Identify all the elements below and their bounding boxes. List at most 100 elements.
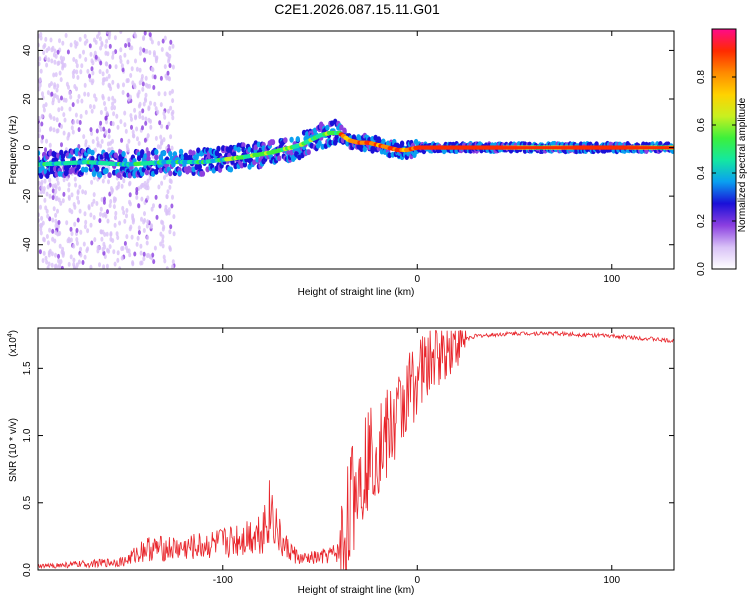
noise-cell [60, 142, 63, 148]
band-cell [216, 145, 221, 152]
noise-cell [73, 176, 77, 182]
noise-cell [163, 64, 167, 70]
noise-cell [76, 189, 80, 195]
noise-cell [139, 46, 143, 52]
noise-cell [128, 180, 132, 186]
spectrogram-x-label: Height of straight line (km) [298, 287, 415, 298]
noise-cell [123, 241, 127, 246]
noise-cell [170, 145, 174, 151]
colorbar-frame [711, 28, 737, 270]
noise-cell [42, 44, 46, 50]
snr-marks [38, 330, 675, 570]
x-tick-label: -100 [213, 274, 233, 285]
noise-cell [171, 98, 175, 104]
band-cell [154, 149, 159, 155]
noise-cell [72, 68, 76, 74]
noise-cell [144, 82, 148, 88]
noise-cell [115, 185, 119, 191]
noise-cell [143, 180, 147, 186]
noise-cell [38, 133, 41, 139]
noise-cell [68, 207, 72, 213]
noise-cell [161, 38, 165, 44]
noise-cell [84, 190, 87, 196]
noise-cell [158, 144, 162, 150]
noise-cell [81, 189, 85, 195]
noise-cell [125, 234, 129, 240]
noise-cell [154, 106, 158, 112]
noise-cell [128, 252, 132, 258]
noise-cell [57, 197, 61, 203]
noise-cell [84, 109, 88, 115]
noise-cell [58, 38, 61, 44]
noise-cell [148, 254, 152, 260]
noise-cell [104, 130, 108, 136]
band-cell [325, 124, 330, 131]
noise-cell [111, 101, 115, 107]
noise-cell [141, 81, 145, 87]
noise-cell [142, 228, 146, 233]
snr-axes: -100 0 100 0.0 0.5 1.0 1.5 [22, 328, 674, 586]
band-cell [140, 149, 145, 156]
noise-cell [112, 249, 116, 255]
noise-cell [154, 135, 158, 141]
noise-cell [169, 224, 173, 230]
noise-cell [70, 192, 74, 198]
noise-cell [60, 95, 63, 101]
noise-cell [89, 212, 93, 218]
noise-cell [106, 141, 110, 147]
x-tick-label: -100 [213, 575, 233, 586]
noise-cell [170, 203, 174, 209]
noise-cell [41, 258, 45, 264]
noise-cell [70, 125, 74, 131]
noise-cell [158, 120, 162, 126]
noise-cell [127, 42, 131, 48]
noise-cell [61, 198, 65, 204]
noise-cell [40, 138, 44, 144]
noise-cell [48, 83, 51, 88]
x-tick-label: 100 [603, 274, 620, 285]
noise-cell [116, 235, 120, 241]
noise-cell [78, 208, 82, 214]
noise-cell [42, 103, 46, 109]
noise-cell [67, 194, 71, 200]
noise-cell [54, 252, 57, 258]
noise-cell [100, 40, 104, 46]
noise-cell [120, 183, 124, 189]
noise-cell [91, 70, 95, 76]
snr-y-label: SNR (10 * v/v) [8, 418, 19, 482]
noise-cell [110, 105, 114, 111]
noise-cell [60, 124, 63, 129]
noise-cell [126, 92, 130, 98]
noise-cell [113, 222, 117, 228]
noise-cell [90, 108, 94, 114]
snr-frame [37, 327, 675, 571]
noise-cell [79, 69, 83, 75]
band-cell [76, 163, 81, 170]
noise-cell [72, 119, 76, 125]
noise-cell [73, 40, 77, 45]
noise-cell [123, 52, 127, 58]
noise-cell [122, 178, 126, 184]
noise-cell [144, 120, 148, 126]
noise-cell [166, 70, 170, 76]
noise-cell [111, 138, 114, 144]
noise-cell [74, 112, 78, 118]
noise-cell [137, 203, 141, 209]
band-cell [168, 170, 173, 177]
noise-cell [111, 238, 115, 244]
noise-cell [83, 211, 87, 217]
noise-cell [171, 194, 174, 200]
noise-cell [57, 107, 61, 113]
band-cell [270, 139, 276, 146]
noise-cell [151, 252, 155, 258]
noise-cell [158, 203, 162, 209]
noise-cell [172, 231, 176, 237]
noise-cell [77, 199, 81, 205]
noise-cell [107, 128, 111, 134]
noise-cell [126, 59, 130, 65]
noise-cell [77, 94, 81, 99]
noise-cell [149, 100, 152, 106]
noise-cell [53, 48, 57, 54]
noise-cell [171, 259, 175, 265]
band-cell [387, 152, 392, 159]
